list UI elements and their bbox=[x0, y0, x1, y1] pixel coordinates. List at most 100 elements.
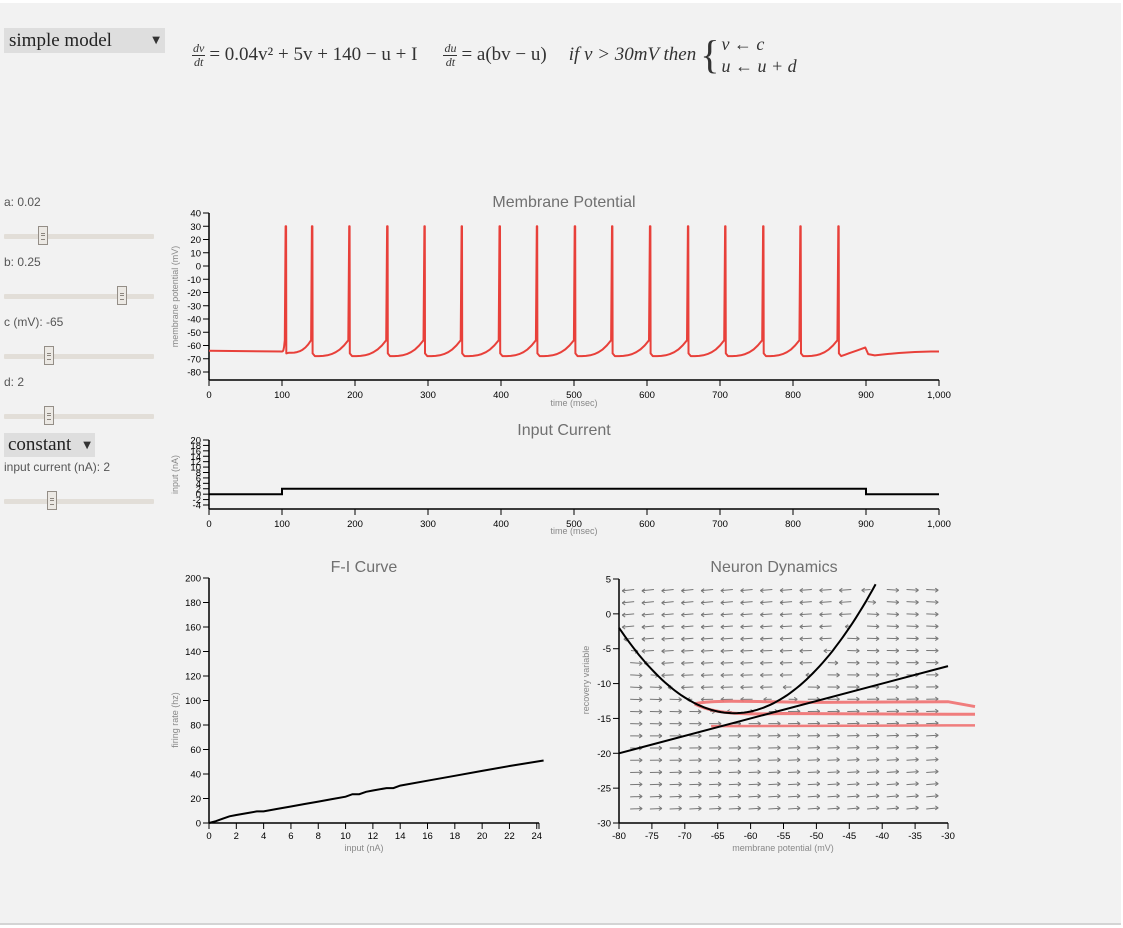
du-denominator: dt bbox=[445, 54, 456, 69]
x-tick-label: 400 bbox=[493, 519, 509, 530]
y-tick-label: 20 bbox=[190, 436, 201, 447]
y-tick-label: 0 bbox=[196, 262, 201, 273]
chevron-down-icon: ▼ bbox=[83, 439, 91, 451]
param-b-slider[interactable] bbox=[4, 286, 154, 305]
x-tick-label: 6 bbox=[288, 831, 293, 842]
neuron-dynamics-chart: 50-5-10-15-20-25-30-80 -75 -70 -65 -60 -55 -50… bbox=[581, 575, 976, 853]
reset-u: u ← u + d bbox=[721, 56, 797, 76]
x-tick-label: -40 bbox=[875, 831, 889, 842]
y-tick-label: 12 bbox=[190, 457, 201, 468]
x-axis-label: membrane potential (mV) bbox=[732, 843, 834, 853]
x-tick-label: 100 bbox=[274, 390, 290, 401]
du-equation: = a(bv − u) bbox=[461, 44, 547, 65]
x-tick-label: 300 bbox=[420, 390, 436, 401]
y-tick-label: 10 bbox=[190, 463, 201, 474]
y-tick-label: 40 bbox=[190, 209, 201, 220]
param-b-slider-thumb[interactable] bbox=[117, 286, 127, 305]
x-tick-label: 16 bbox=[422, 831, 433, 842]
param-d-slider[interactable] bbox=[4, 406, 154, 425]
x-tick-label: 700 bbox=[712, 519, 728, 530]
param-d-slider-thumb[interactable] bbox=[44, 406, 54, 425]
x-tick-label: 900 bbox=[858, 519, 874, 530]
membrane-chart-title: Membrane Potential bbox=[492, 194, 636, 211]
param-c-slider[interactable] bbox=[4, 346, 154, 365]
dv-denominator: dt bbox=[193, 54, 204, 69]
phase-chart-title: Neuron Dynamics bbox=[710, 559, 838, 576]
x-tick-label: 100 bbox=[274, 519, 290, 530]
x-tick-label: -65 bbox=[711, 831, 725, 842]
x-tick-label: -50 bbox=[810, 831, 824, 842]
y-tick-label: 18 bbox=[190, 441, 201, 452]
chevron-down-icon: ▼ bbox=[152, 35, 160, 46]
x-tick-label: 0 bbox=[206, 390, 211, 401]
x-tick-label: 800 bbox=[785, 519, 801, 530]
y-tick-label: -5 bbox=[603, 644, 611, 655]
y-tick-label: 5 bbox=[606, 575, 611, 586]
x-tick-label: 22 bbox=[504, 831, 515, 842]
x-tick-label: 10 bbox=[340, 831, 351, 842]
y-tick-label: 120 bbox=[185, 672, 201, 683]
x-tick-label: 200 bbox=[347, 390, 363, 401]
y-tick-label: 20 bbox=[190, 794, 201, 805]
fi-curve-line bbox=[208, 759, 544, 824]
dv-equation: = 0.04v² + 5v + 140 − u + I bbox=[209, 44, 418, 65]
x-tick-label: -45 bbox=[842, 831, 856, 842]
y-axis-label: recovery variable bbox=[581, 646, 591, 715]
y-tick-label: 80 bbox=[190, 721, 201, 732]
membrane-trace bbox=[208, 225, 939, 358]
reset-v: v ← c bbox=[721, 34, 765, 54]
u-nullcline bbox=[618, 665, 949, 755]
x-tick-label: 700 bbox=[712, 390, 728, 401]
x-tick-label: 200 bbox=[347, 519, 363, 530]
y-tick-label: 40 bbox=[190, 770, 201, 781]
y-tick-label: -15 bbox=[597, 714, 611, 725]
input-current-label: input current (nA): 2 bbox=[4, 460, 111, 474]
x-tick-label: -70 bbox=[678, 831, 692, 842]
x-tick-label: 400 bbox=[493, 390, 509, 401]
v-nullcline bbox=[618, 583, 877, 715]
y-tick-label: -2 bbox=[193, 495, 201, 506]
x-axis-label: time (msec) bbox=[551, 398, 598, 408]
y-tick-label: 200 bbox=[185, 574, 201, 585]
y-tick-label: -30 bbox=[597, 819, 611, 830]
input-current-slider-thumb[interactable] bbox=[47, 491, 57, 510]
model-select[interactable]: simple model ▼ bbox=[4, 28, 165, 53]
x-tick-label: 8 bbox=[316, 831, 321, 842]
fi-chart-title: F-I Curve bbox=[330, 559, 398, 576]
dv-numerator: dv bbox=[192, 40, 206, 56]
x-tick-label: 600 bbox=[639, 519, 655, 530]
param-d-label: d: 2 bbox=[4, 375, 25, 389]
x-tick-label: 18 bbox=[450, 831, 461, 842]
y-tick-label: 140 bbox=[185, 647, 201, 658]
y-tick-label: 20 bbox=[190, 235, 201, 246]
model-equations: dv dt = 0.04v² + 5v + 140 − u + I du dt … bbox=[192, 33, 797, 77]
y-tick-label: 14 bbox=[190, 452, 201, 463]
x-tick-label: 12 bbox=[368, 831, 379, 842]
x-tick-label: 2 bbox=[234, 831, 239, 842]
x-tick-label: 1,000 bbox=[927, 390, 951, 401]
x-tick-label: -55 bbox=[777, 831, 791, 842]
x-tick-label: 20 bbox=[477, 831, 488, 842]
y-tick-label: 0 bbox=[606, 609, 611, 620]
du-numerator: du bbox=[443, 40, 458, 56]
param-a-slider-thumb[interactable] bbox=[38, 226, 48, 245]
y-tick-label: -20 bbox=[187, 288, 201, 299]
input-current-slider[interactable] bbox=[4, 491, 154, 510]
param-c-slider-thumb[interactable] bbox=[44, 346, 54, 365]
input-mode-select[interactable]: constant ▼ bbox=[4, 433, 95, 457]
y-tick-label: -70 bbox=[187, 354, 201, 365]
y-tick-label: -25 bbox=[597, 784, 611, 795]
y-tick-label: 8 bbox=[196, 468, 201, 479]
y-tick-label: -30 bbox=[187, 301, 201, 312]
x-tick-label: 0 bbox=[206, 519, 211, 530]
app-panel: simple model ▼ dv dt = 0.04v² + 5v + 140… bbox=[0, 3, 1121, 925]
y-tick-label: -40 bbox=[187, 315, 201, 326]
x-tick-label: 14 bbox=[395, 831, 406, 842]
y-tick-label: -4 bbox=[193, 501, 201, 512]
x-tick-label: -35 bbox=[908, 831, 922, 842]
y-tick-label: 6 bbox=[196, 473, 201, 484]
param-a-slider[interactable] bbox=[4, 226, 154, 245]
vector-field bbox=[621, 587, 939, 811]
